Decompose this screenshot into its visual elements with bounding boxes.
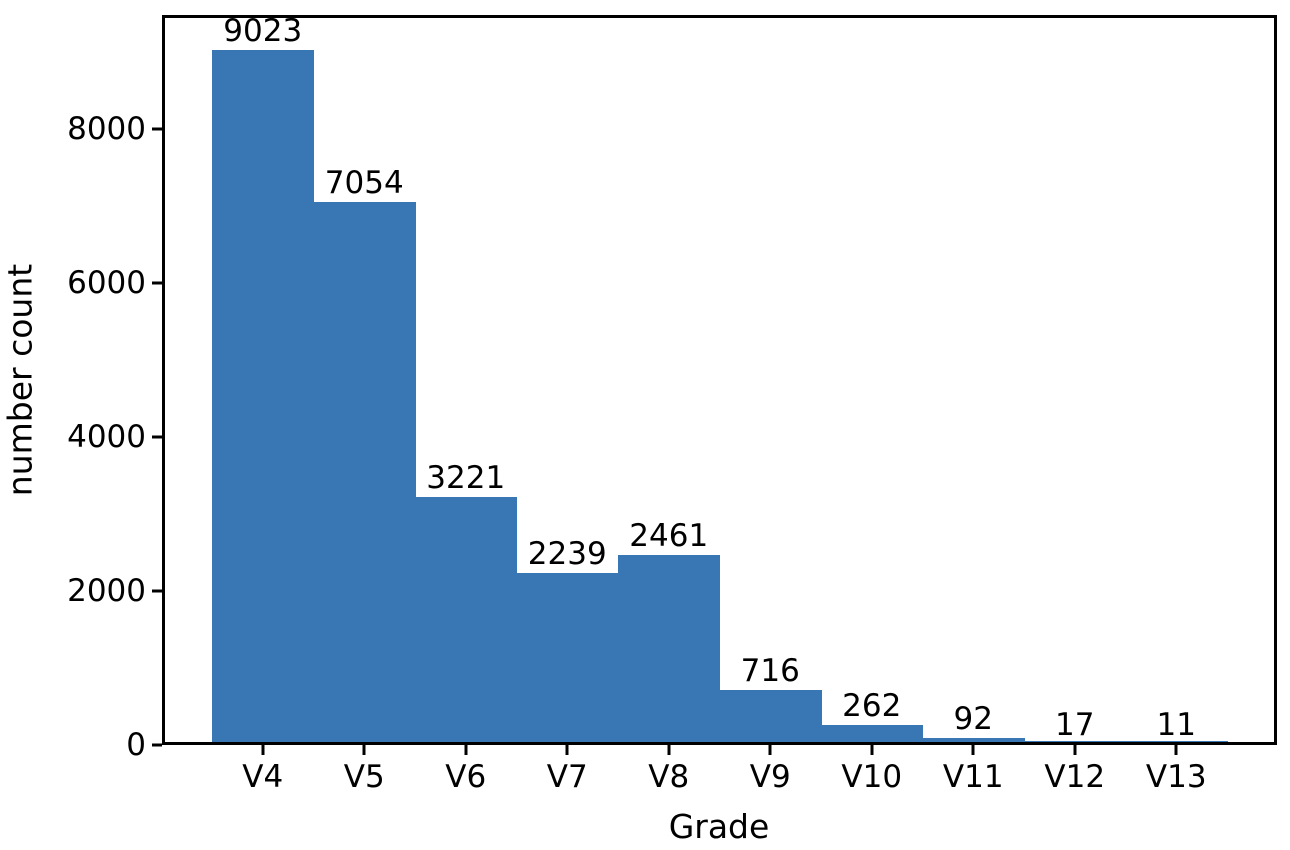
bar-value-label: 17 bbox=[1055, 706, 1095, 743]
bar bbox=[313, 201, 416, 742]
x-tick bbox=[261, 745, 265, 755]
x-tick-label: V13 bbox=[1145, 759, 1207, 795]
y-tick bbox=[152, 743, 162, 747]
x-tick bbox=[1073, 745, 1077, 755]
x-tick bbox=[870, 745, 874, 755]
x-tick-label: V8 bbox=[648, 759, 690, 795]
x-tick bbox=[667, 745, 671, 755]
bar bbox=[415, 496, 517, 742]
x-tick-label: V6 bbox=[445, 759, 487, 795]
bar-value-label: 262 bbox=[842, 687, 902, 724]
x-tick-label: V9 bbox=[749, 759, 791, 795]
y-tick-label: 8000 bbox=[67, 110, 146, 147]
y-tick bbox=[152, 435, 162, 439]
y-tick bbox=[152, 127, 162, 131]
bar bbox=[516, 572, 619, 742]
bar bbox=[618, 555, 720, 742]
x-axis-label: Grade bbox=[668, 807, 770, 846]
bar-value-label: 7054 bbox=[324, 164, 404, 201]
y-tick-label: 6000 bbox=[67, 264, 146, 301]
bar bbox=[821, 724, 923, 742]
x-tick-label: V11 bbox=[942, 759, 1004, 795]
bar bbox=[1125, 741, 1228, 742]
y-tick-label: 4000 bbox=[67, 418, 146, 455]
bar bbox=[922, 737, 1025, 742]
y-tick bbox=[152, 589, 162, 593]
y-tick-label: 0 bbox=[126, 727, 146, 763]
bar-value-label: 2461 bbox=[629, 518, 709, 555]
bar-value-label: 11 bbox=[1156, 707, 1196, 744]
bar-value-label: 2239 bbox=[527, 535, 607, 572]
x-tick bbox=[464, 745, 468, 755]
x-tick bbox=[362, 745, 366, 755]
bar-value-label: 3221 bbox=[426, 459, 506, 496]
bar bbox=[1024, 741, 1126, 742]
x-tick-label: V10 bbox=[841, 759, 903, 795]
x-tick-label: V5 bbox=[343, 759, 385, 795]
x-tick bbox=[768, 745, 772, 755]
x-tick bbox=[971, 745, 975, 755]
x-tick bbox=[1174, 745, 1178, 755]
bar bbox=[719, 689, 822, 742]
bar-value-label: 716 bbox=[740, 652, 800, 689]
bar-value-label: 92 bbox=[953, 700, 993, 737]
y-tick-label: 2000 bbox=[67, 572, 146, 609]
y-tick bbox=[152, 281, 162, 285]
x-tick-label: V4 bbox=[242, 759, 284, 795]
y-axis-label: number count bbox=[0, 263, 40, 497]
bar bbox=[212, 49, 314, 742]
bar-value-label: 9023 bbox=[223, 12, 303, 49]
x-tick-label: V12 bbox=[1044, 759, 1106, 795]
x-tick bbox=[565, 745, 569, 755]
x-tick-label: V7 bbox=[546, 759, 588, 795]
